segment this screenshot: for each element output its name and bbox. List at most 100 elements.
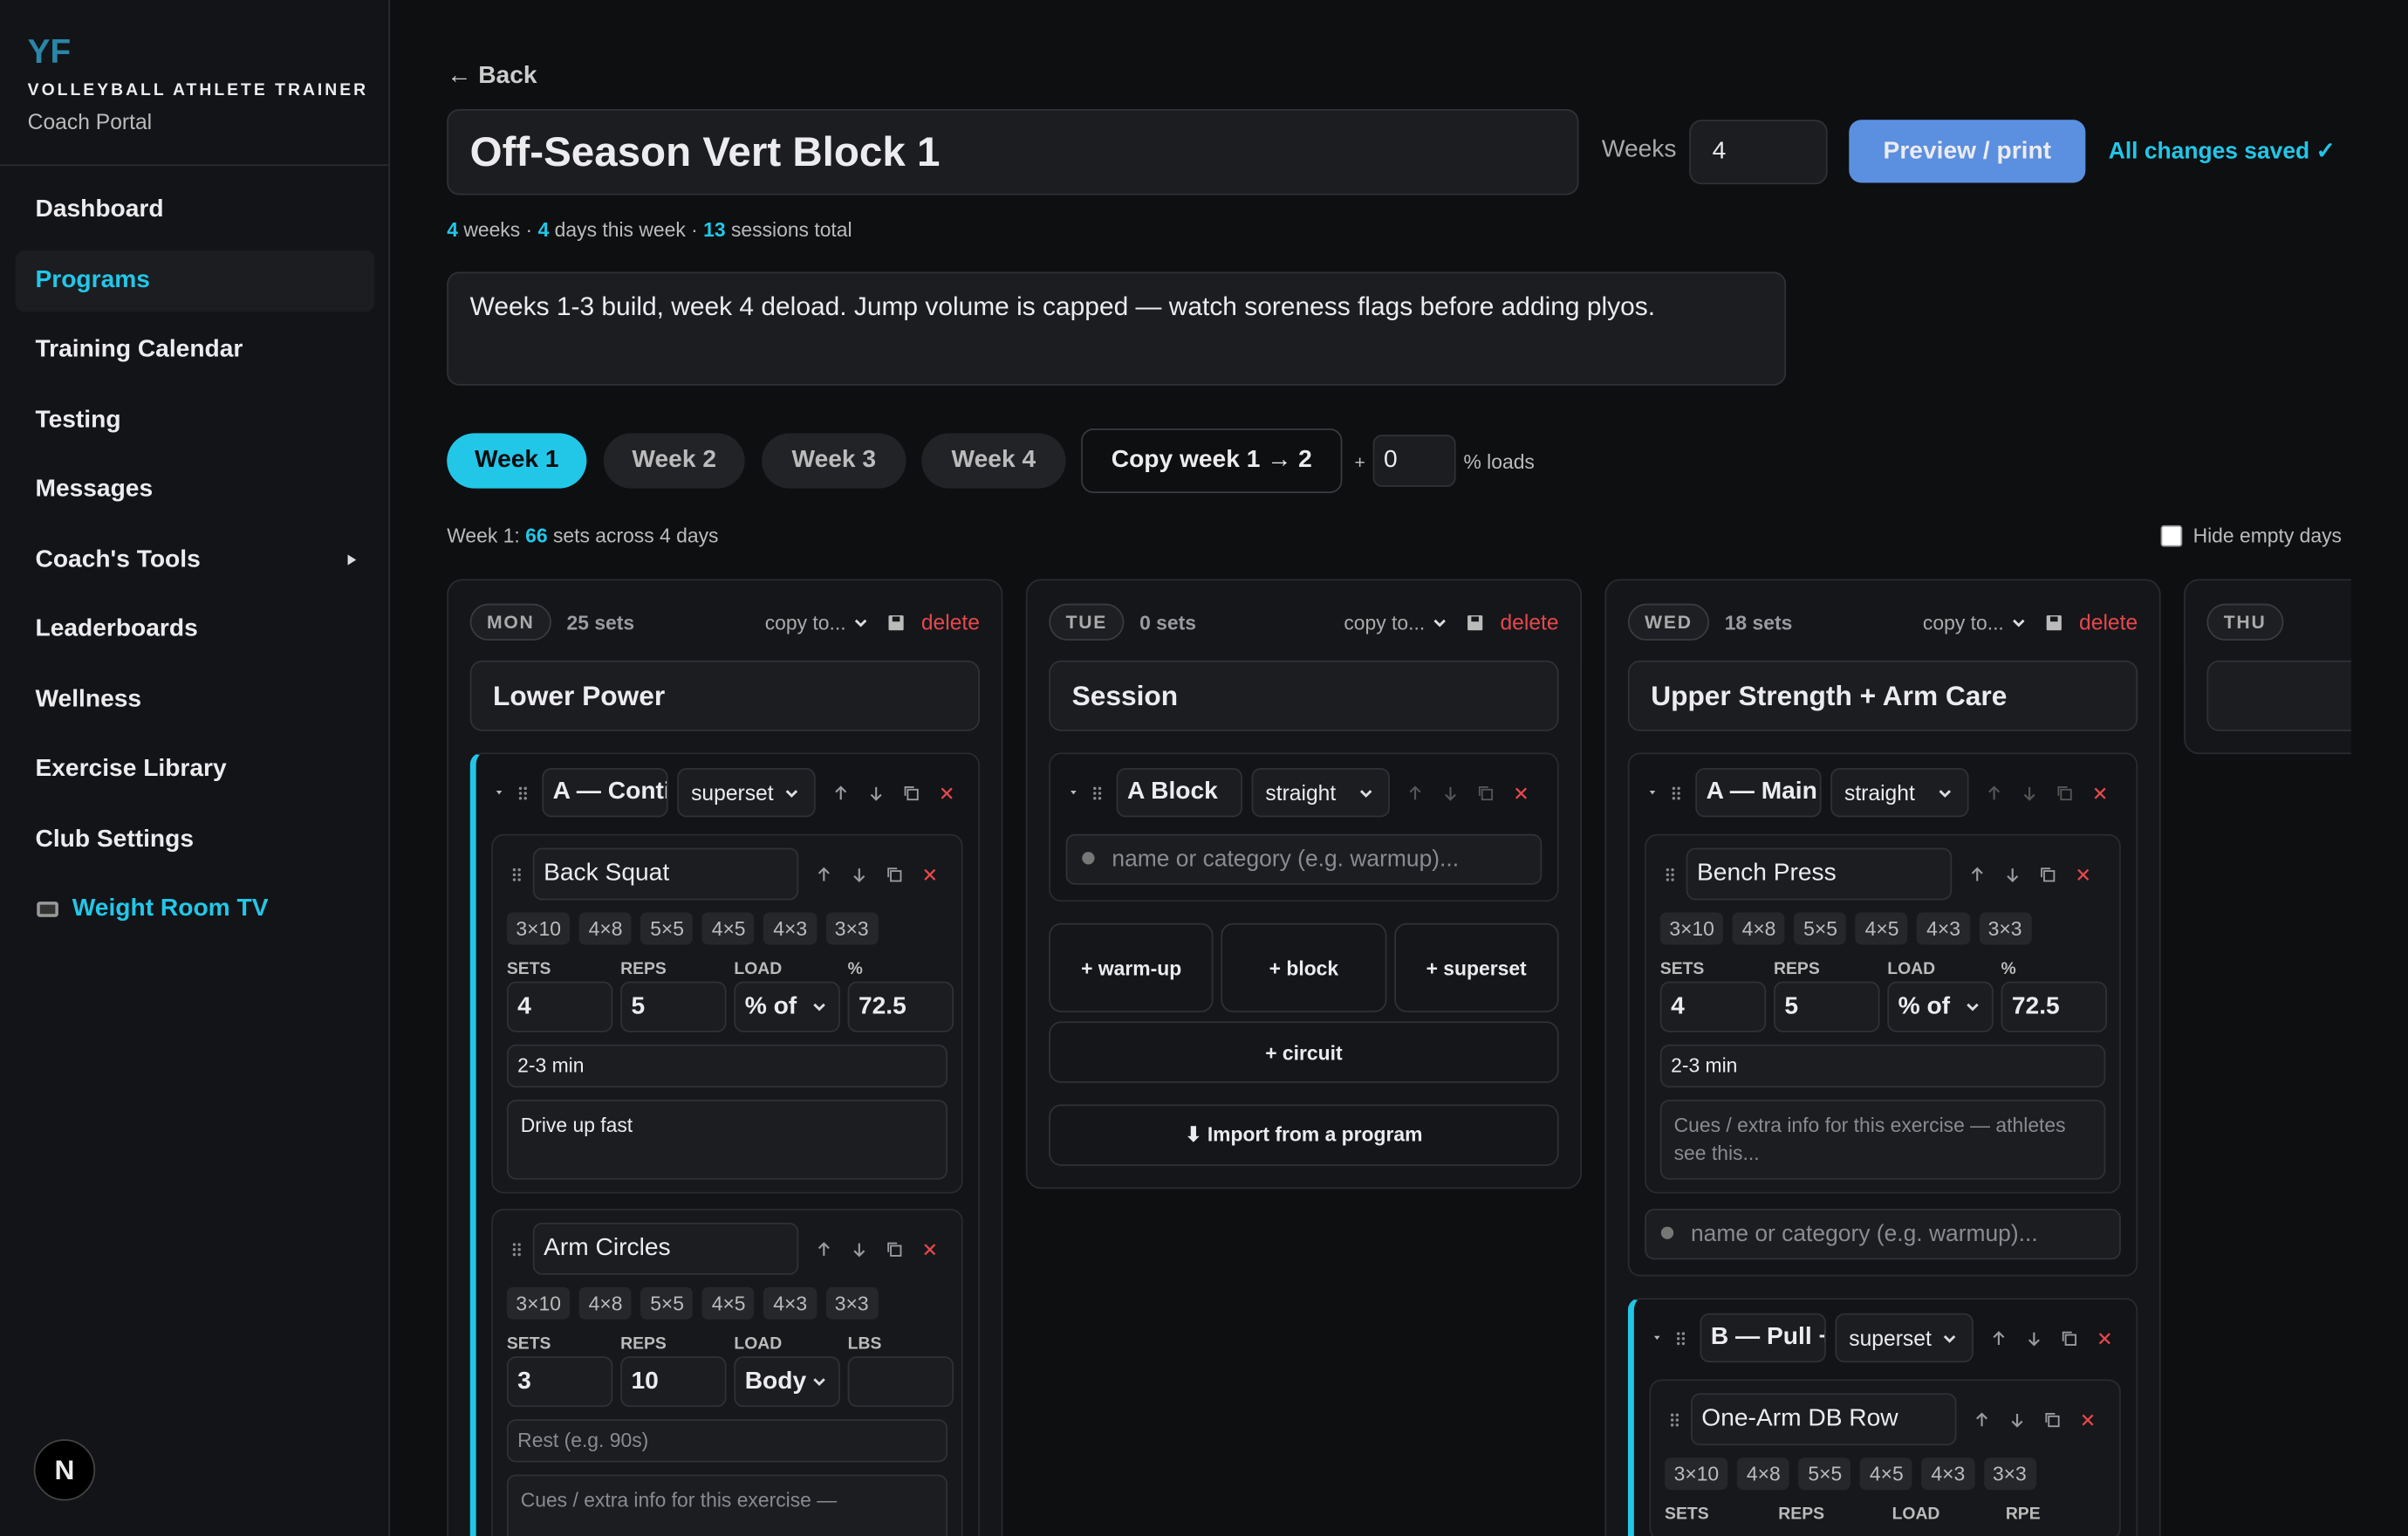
session-name[interactable]: Upper Strength + Arm Care <box>1627 660 2138 731</box>
load-input[interactable]: 0 <box>1372 435 1456 487</box>
add-circuit[interactable]: + circuit <box>1049 1021 1559 1083</box>
preset-chip[interactable]: 4×5 <box>1856 912 1909 945</box>
delete-day[interactable]: delete <box>1500 609 1559 634</box>
copy-to[interactable]: copy to... <box>1923 611 2028 634</box>
nav-item[interactable]: Dashboard <box>16 180 375 241</box>
back-link[interactable]: ← Back <box>447 63 537 90</box>
session-name[interactable] <box>2206 660 2351 731</box>
field-input[interactable]: 5 <box>620 981 727 1032</box>
preset-chip[interactable]: 4×5 <box>702 912 756 945</box>
preset-chip[interactable]: 3×3 <box>825 1286 879 1320</box>
weeks-input[interactable]: 4 <box>1689 120 1828 185</box>
field-input[interactable]: 72.5 <box>847 981 954 1032</box>
preset-chip[interactable]: 4×3 <box>763 1286 817 1320</box>
notes-input[interactable]: Drive up fast <box>506 1100 948 1180</box>
block-name[interactable]: A — Main I <box>1695 768 1822 818</box>
preset-chip[interactable]: 3×3 <box>1983 1457 2036 1491</box>
checkbox[interactable] <box>2160 525 2183 546</box>
preset-chip[interactable]: 3×3 <box>1979 912 2032 945</box>
notes-input[interactable]: Cues / extra info for this exercise — at… <box>1659 1100 2106 1180</box>
exercise-name[interactable]: One-Arm DB Row <box>1690 1393 1957 1446</box>
notes-textarea[interactable]: Weeks 1-3 build, week 4 deload. Jump vol… <box>447 271 1787 386</box>
preset-chip[interactable]: 4×5 <box>1860 1457 1913 1491</box>
rest-input[interactable]: 2-3 min <box>506 1044 948 1088</box>
preset-chip[interactable]: 4×3 <box>1917 912 1970 945</box>
preset-chip[interactable]: 3×10 <box>506 912 571 945</box>
preset-chip[interactable]: 4×3 <box>1921 1457 1974 1491</box>
preset-chip[interactable]: 4×8 <box>1737 1457 1790 1491</box>
preset-chip[interactable]: 3×10 <box>1665 1457 1728 1491</box>
add-button[interactable]: + block <box>1221 922 1386 1012</box>
logo: YF <box>27 31 72 71</box>
nav-item[interactable]: Programs <box>15 250 375 312</box>
block-name[interactable]: A Block <box>1116 768 1243 818</box>
week-tab[interactable]: Week 4 <box>921 433 1066 489</box>
preset-chip[interactable]: 4×8 <box>1733 912 1785 945</box>
preset-chip[interactable]: 4×8 <box>579 912 633 945</box>
preset-chip[interactable]: 4×3 <box>763 912 817 945</box>
delete-day[interactable]: delete <box>920 609 981 634</box>
nav-item[interactable]: Leaderboards <box>16 599 375 660</box>
copy-week-button[interactable]: Copy week 1 → 2 <box>1081 429 1343 493</box>
nav-item[interactable]: Wellness <box>16 669 375 730</box>
nav-item[interactable]: Training Calendar <box>16 319 375 381</box>
exercise-name[interactable]: Arm Circles <box>532 1222 799 1275</box>
copy-to[interactable]: copy to... <box>765 611 871 634</box>
nav-item[interactable]: Testing <box>16 389 375 450</box>
nav-item[interactable]: Exercise Library <box>16 739 375 800</box>
field-input[interactable]: % of <box>734 981 840 1032</box>
preset-chip[interactable]: 3×10 <box>506 1286 571 1320</box>
field-input[interactable]: % of <box>1887 981 1994 1032</box>
preset-chip[interactable]: 3×10 <box>1659 912 1724 945</box>
preset-chip[interactable]: 5×5 <box>640 1286 694 1320</box>
add-button[interactable]: + warm-up <box>1049 922 1214 1012</box>
field-input[interactable]: 4 <box>1659 981 1767 1032</box>
field-input[interactable] <box>847 1356 954 1408</box>
preset-chip[interactable]: 4×8 <box>579 1286 633 1320</box>
week-tab[interactable]: Week 3 <box>762 433 906 489</box>
nav-item[interactable]: Weight Room TV <box>16 879 375 940</box>
import-button[interactable]: ⬇ Import from a program <box>1049 1104 1559 1166</box>
ws-prefix: Week 1: <box>447 524 520 547</box>
preset-chip[interactable]: 5×5 <box>1794 912 1847 945</box>
field-input[interactable]: 3 <box>506 1356 613 1408</box>
nav-item[interactable]: Club Settings <box>16 809 375 870</box>
delete-day[interactable]: delete <box>2079 609 2138 634</box>
field-input[interactable]: Body <box>734 1356 840 1408</box>
nav-item[interactable]: Coach's Tools <box>16 529 375 590</box>
preset-chip[interactable]: 5×5 <box>1798 1457 1851 1491</box>
block-type-label: superset <box>1849 1325 1932 1351</box>
add-button[interactable]: + superset <box>1393 922 1559 1012</box>
rest-input[interactable]: Rest (e.g. 90s) <box>506 1419 948 1463</box>
nav-item[interactable]: Messages <box>16 459 375 520</box>
preset-chip[interactable]: 5×5 <box>640 912 694 945</box>
field-input[interactable]: 5 <box>1774 981 1880 1032</box>
preset-chip[interactable]: 4×5 <box>702 1286 756 1320</box>
block-type[interactable]: superset <box>677 768 816 818</box>
exercise-search[interactable]: name or category (e.g. warmup)... <box>1065 833 1543 885</box>
week-tab[interactable]: Week 2 <box>603 433 745 489</box>
field-input[interactable]: 10 <box>620 1356 727 1408</box>
brand: VOLLEYBALL ATHLETE TRAINER <box>27 81 369 100</box>
field-input[interactable]: 72.5 <box>2001 981 2107 1032</box>
title-input[interactable]: Off-Season Vert Block 1 <box>447 108 1579 195</box>
block-type[interactable]: straight <box>1830 768 1969 818</box>
preset-chip[interactable]: 3×3 <box>825 912 879 945</box>
preview-button[interactable]: Preview / print <box>1849 120 2086 183</box>
notes-input[interactable]: Cues / extra info for this exercise — <box>506 1474 948 1536</box>
field-input[interactable]: 4 <box>506 981 613 1032</box>
exercise-search[interactable]: name or category (e.g. warmup)... <box>1645 1209 2121 1260</box>
block-type[interactable]: straight <box>1251 768 1390 818</box>
exercise-name[interactable]: Bench Press <box>1686 847 1953 901</box>
block-type[interactable]: superset <box>1835 1313 1974 1363</box>
copy-to[interactable]: copy to... <box>1344 611 1449 634</box>
session-name[interactable]: Lower Power <box>469 660 981 731</box>
hide-empty[interactable]: Hide empty days <box>2160 524 2342 547</box>
week-tab[interactable]: Week 1 <box>447 433 587 489</box>
block-name[interactable]: B — Pull + <box>1700 1313 1826 1363</box>
session-name[interactable]: Session <box>1049 660 1559 731</box>
block-name[interactable]: A — Conti <box>542 768 668 818</box>
avatar[interactable]: N <box>33 1439 96 1501</box>
rest-input[interactable]: 2-3 min <box>1659 1044 2106 1088</box>
exercise-name[interactable]: Back Squat <box>532 847 799 901</box>
